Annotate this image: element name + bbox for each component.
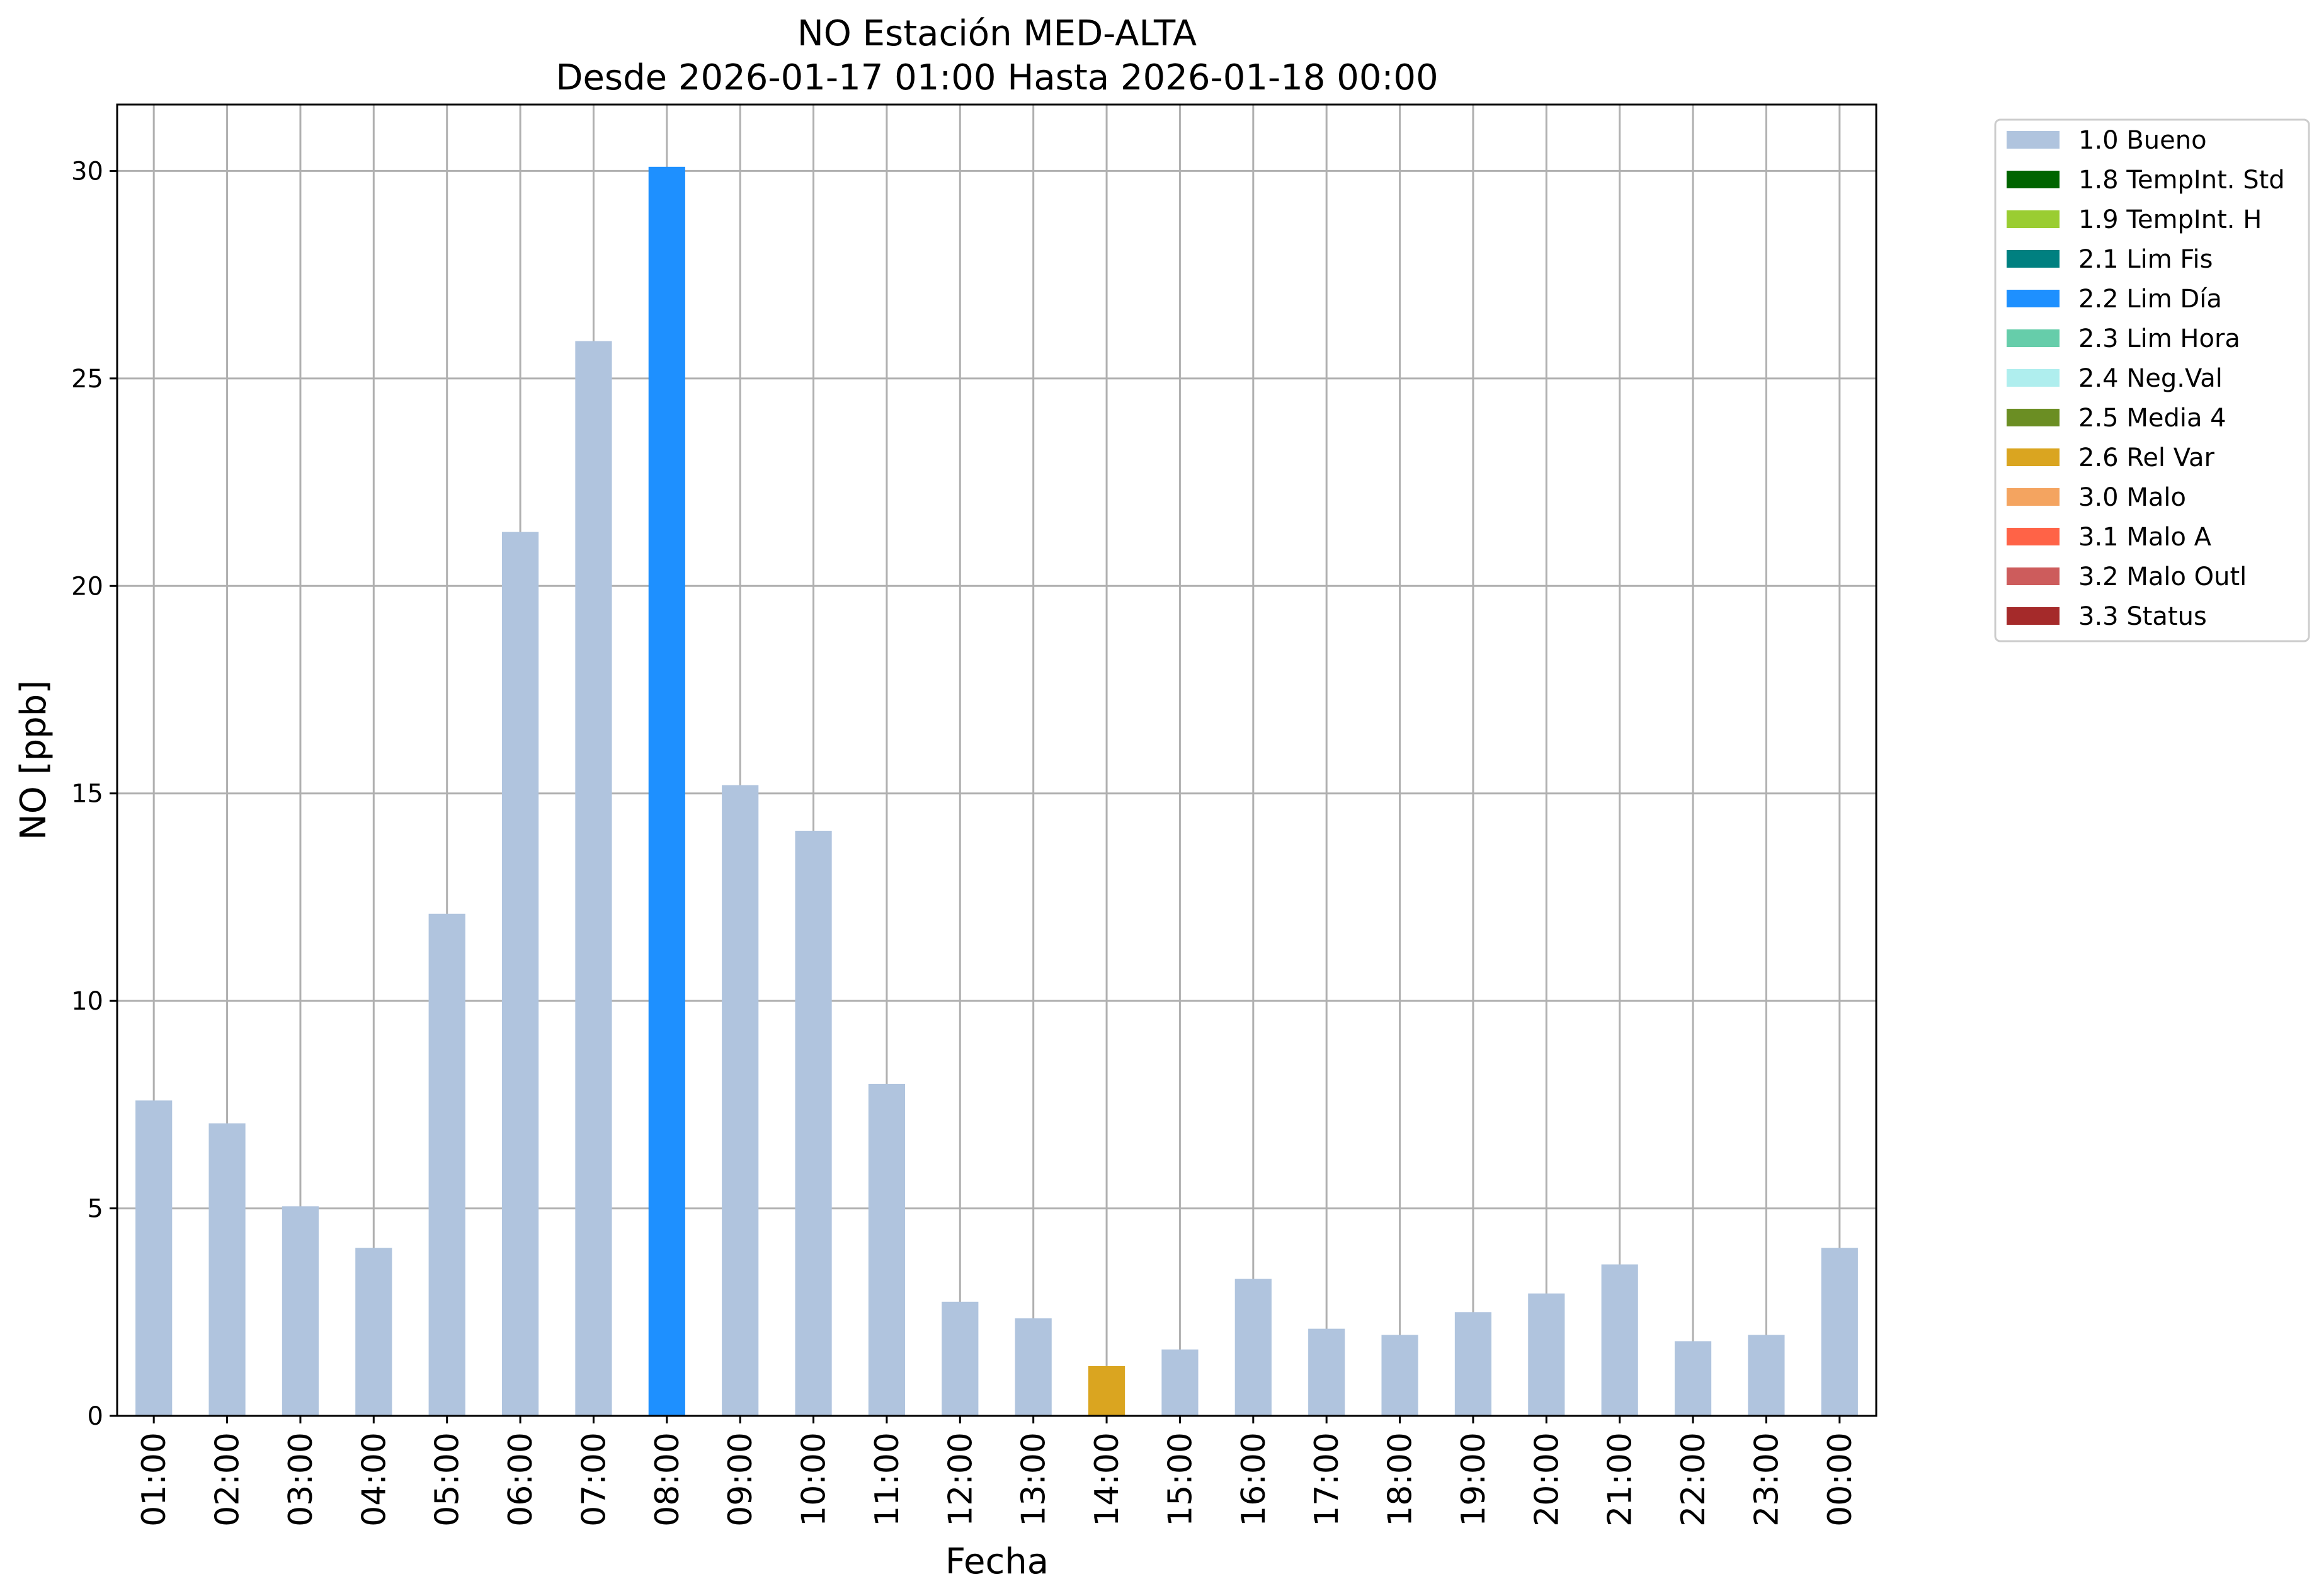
legend: 1.0 Bueno 1.8 TempInt. Std 1.9 TempInt. H 2… bbox=[1994, 118, 2310, 642]
chart-subtitle: Desde 2026-01-17 01:00 Hasta 2026-01-18 … bbox=[556, 57, 1438, 98]
legend-swatch bbox=[2007, 409, 2060, 426]
x-tick-label: 13:00 bbox=[1015, 1432, 1053, 1527]
legend-label: 3.2 Malo Outl bbox=[2078, 562, 2247, 591]
bar bbox=[575, 341, 612, 1416]
x-tick-label: 05:00 bbox=[429, 1432, 467, 1527]
bar bbox=[722, 785, 759, 1416]
bar bbox=[1821, 1248, 1858, 1416]
legend-swatch bbox=[2007, 448, 2060, 466]
x-tick-label: 02:00 bbox=[209, 1432, 247, 1527]
legend-label: 2.2 Lim Día bbox=[2078, 285, 2222, 314]
bar bbox=[1381, 1335, 1418, 1416]
x-tick-label: 21:00 bbox=[1602, 1432, 1639, 1527]
x-tick-label: 06:00 bbox=[502, 1432, 540, 1527]
x-tick-label: 16:00 bbox=[1235, 1432, 1273, 1527]
x-tick-label: 08:00 bbox=[649, 1432, 687, 1527]
legend-swatch bbox=[2007, 567, 2060, 585]
y-tick-label: 30 bbox=[71, 157, 103, 186]
x-tick-label: 23:00 bbox=[1748, 1432, 1786, 1527]
bar bbox=[1748, 1335, 1785, 1416]
x-axis-label: Fecha bbox=[945, 1541, 1049, 1582]
legend-swatch bbox=[2007, 250, 2060, 268]
y-tick-label: 25 bbox=[71, 365, 103, 394]
x-tick-label: 20:00 bbox=[1528, 1432, 1566, 1527]
bar bbox=[942, 1301, 979, 1416]
x-tick-label: 15:00 bbox=[1161, 1432, 1199, 1527]
x-tick-label: 04:00 bbox=[355, 1432, 393, 1527]
bar bbox=[868, 1083, 906, 1416]
x-tick-label: 18:00 bbox=[1382, 1432, 1420, 1527]
legend-label: 1.9 TempInt. H bbox=[2078, 205, 2262, 234]
legend-label: 2.3 Lim Hora bbox=[2078, 324, 2240, 353]
legend-swatch bbox=[2007, 369, 2060, 387]
plot-frame bbox=[116, 103, 1877, 1417]
bar bbox=[355, 1248, 392, 1416]
legend-label: 2.1 Lim Fis bbox=[2078, 245, 2213, 274]
y-tick-label: 10 bbox=[71, 987, 103, 1016]
legend-label: 1.0 Bueno bbox=[2078, 126, 2207, 155]
x-tick-label: 09:00 bbox=[722, 1432, 760, 1527]
y-tick-label: 20 bbox=[71, 572, 103, 601]
x-tick-label: 22:00 bbox=[1675, 1432, 1712, 1527]
legend-swatch bbox=[2007, 131, 2060, 149]
x-tick-label: 10:00 bbox=[795, 1432, 833, 1527]
y-tick-label: 0 bbox=[88, 1402, 103, 1431]
bar bbox=[1161, 1349, 1199, 1416]
bar bbox=[1308, 1328, 1345, 1416]
x-tick-label: 14:00 bbox=[1088, 1432, 1126, 1527]
bar bbox=[1601, 1264, 1638, 1416]
legend-label: 1.8 TempInt. Std bbox=[2078, 166, 2285, 195]
bar bbox=[1528, 1293, 1565, 1416]
x-tick-label: 01:00 bbox=[135, 1432, 173, 1527]
bar bbox=[1454, 1312, 1492, 1416]
bar bbox=[648, 166, 685, 1416]
x-tick-label: 11:00 bbox=[869, 1432, 906, 1527]
legend-label: 3.1 Malo A bbox=[2078, 523, 2212, 552]
legend-label: 3.3 Status bbox=[2078, 602, 2207, 631]
legend-frame bbox=[1994, 118, 2310, 642]
x-axis-ticks: 01:00 02:00 03:00 04:00 05:00 06:00 07:00 08:00… bbox=[135, 1416, 1859, 1527]
legend-swatch bbox=[2007, 528, 2060, 545]
y-axis-label: NO [ppb] bbox=[13, 680, 54, 840]
y-tick-label: 5 bbox=[88, 1195, 103, 1224]
legend-swatch bbox=[2007, 488, 2060, 506]
x-tick-label: 03:00 bbox=[282, 1432, 320, 1527]
x-tick-label: 17:00 bbox=[1308, 1432, 1346, 1527]
legend-swatch bbox=[2007, 607, 2060, 625]
bar bbox=[1015, 1318, 1052, 1416]
legend-swatch bbox=[2007, 290, 2060, 307]
bar bbox=[428, 913, 465, 1416]
x-tick-label: 19:00 bbox=[1455, 1432, 1493, 1527]
grid bbox=[117, 105, 1876, 1417]
legend-swatch bbox=[2007, 171, 2060, 188]
bar bbox=[795, 831, 832, 1416]
legend-label: 2.6 Rel Var bbox=[2078, 443, 2215, 472]
bar bbox=[208, 1123, 246, 1416]
bar bbox=[1234, 1279, 1272, 1416]
x-tick-label: 12:00 bbox=[942, 1432, 979, 1527]
bar bbox=[501, 532, 539, 1416]
legend-swatch bbox=[2007, 210, 2060, 228]
legend-swatch bbox=[2007, 329, 2060, 347]
x-tick-label: 07:00 bbox=[575, 1432, 613, 1527]
x-tick-label: 00:00 bbox=[1821, 1432, 1859, 1527]
y-axis-ticks: 0 5 10 15 20 25 30 bbox=[71, 157, 117, 1431]
bars bbox=[135, 166, 1858, 1416]
legend-label: 3.0 Malo bbox=[2078, 483, 2186, 512]
legend-label: 2.5 Media 4 bbox=[2078, 404, 2226, 433]
legend-label: 2.4 Neg.Val bbox=[2078, 364, 2223, 393]
y-tick-label: 15 bbox=[71, 780, 103, 809]
bar bbox=[1674, 1341, 1712, 1416]
chart-title: NO Estación MED-ALTA bbox=[797, 13, 1197, 54]
bar bbox=[1088, 1365, 1125, 1416]
bar bbox=[282, 1206, 319, 1416]
bar bbox=[135, 1100, 173, 1416]
